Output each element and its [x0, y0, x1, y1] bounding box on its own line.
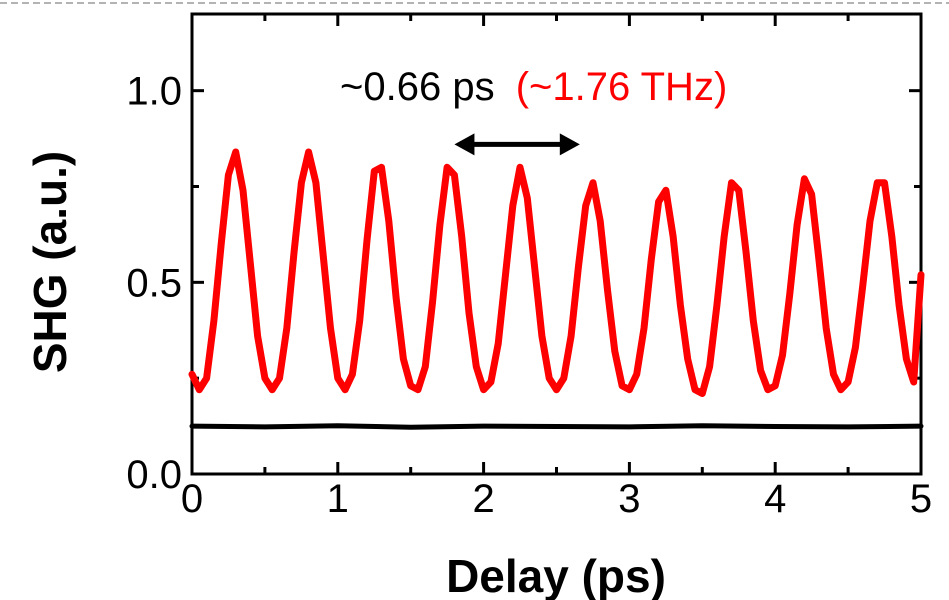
y-axis-title: SHG (a.u.)	[24, 151, 76, 373]
period-annotation-red: (~1.76 THz)	[516, 65, 728, 109]
x-tick-label: 2	[472, 477, 494, 521]
period-annotation: ~0.66 ps (~1.76 THz)	[340, 65, 727, 109]
y-tick-label: 1.0	[126, 70, 182, 114]
x-axis-title: Delay (ps)	[446, 550, 666, 600]
x-tick-label: 5	[910, 477, 932, 521]
x-tick-label: 1	[327, 477, 349, 521]
x-axis-ticks: 0 1 2 3 4 5	[181, 14, 932, 521]
period-annotation-black: ~0.66 ps	[340, 65, 495, 109]
x-tick-label: 0	[181, 477, 203, 521]
baseline-signal-line	[189, 423, 924, 430]
period-arrow-head-right	[559, 133, 580, 156]
series-layer	[188, 148, 925, 430]
y-tick-label: 0.0	[126, 453, 182, 497]
period-arrow	[454, 133, 580, 156]
y-tick-label: 0.5	[126, 261, 182, 305]
x-tick-label: 4	[764, 477, 786, 521]
x-tick-label: 3	[618, 477, 640, 521]
shg-signal-line	[188, 148, 925, 397]
y-axis-ticks: 0.0 0.5 1.0	[126, 70, 921, 497]
period-arrow-head-left	[454, 133, 475, 156]
